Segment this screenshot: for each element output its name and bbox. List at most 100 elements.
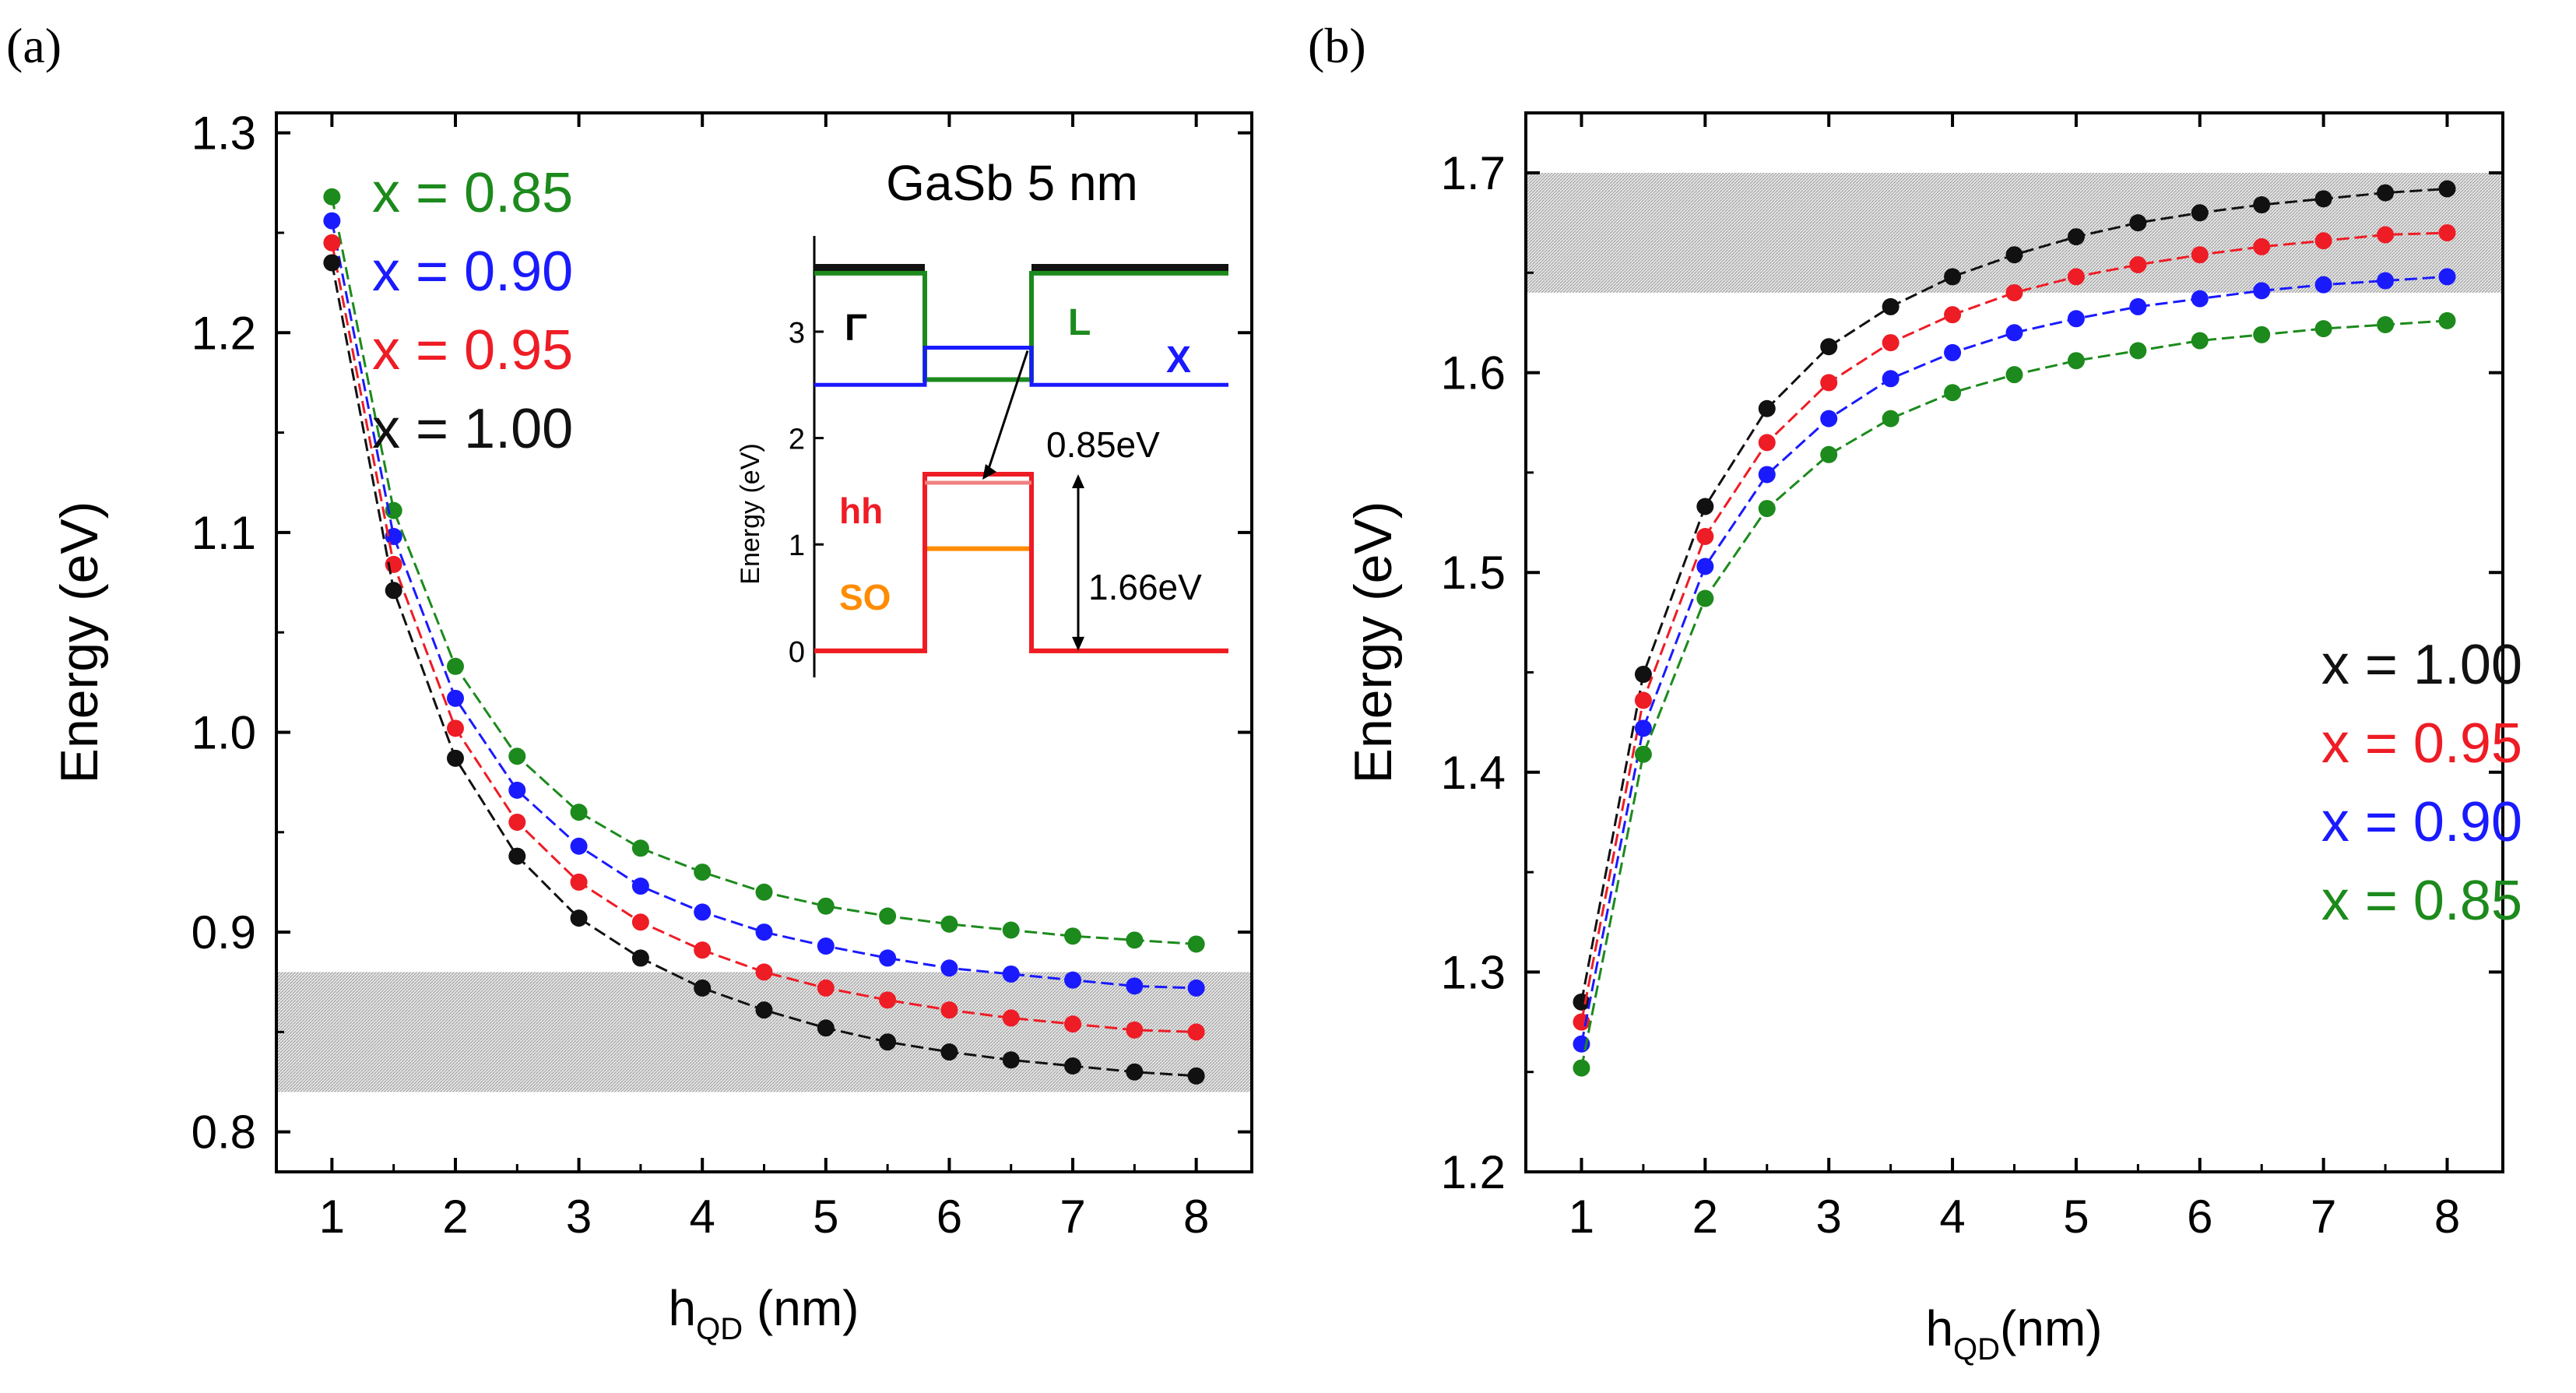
data-point-a-red: [508, 813, 526, 831]
data-point-b-black: [1634, 666, 1652, 684]
y-tick-label-b: 1.5: [1441, 547, 1506, 599]
x-axis-label-b-sub: QD: [1953, 1332, 2000, 1367]
data-point-a-black: [694, 979, 712, 997]
inset-hh-band: [814, 472, 1228, 653]
data-point-b-green: [1696, 589, 1714, 607]
data-point-a-black: [879, 1033, 897, 1051]
inset-y-axis-label: Energy (eV): [736, 443, 765, 584]
x-tick-label-b: 5: [2063, 1191, 2089, 1243]
x-tick-label-b: 3: [1816, 1191, 1842, 1243]
data-point-b-black: [1696, 498, 1714, 515]
data-point-a-blue: [570, 837, 588, 855]
data-point-b-red: [1820, 374, 1838, 392]
data-point-b-blue: [1634, 719, 1652, 737]
y-axis-b: 1.2 1.3 1.4 1.5 1.6 1.7: [1441, 147, 2503, 1198]
data-point-b-red: [1944, 306, 1962, 324]
data-point-b-black: [2191, 204, 2209, 222]
inset-offset-arrowhead-top: [1072, 474, 1084, 489]
data-point-a-green: [1064, 927, 1082, 945]
y-tick-label-a: 1.1: [192, 507, 256, 559]
inset-y-axis: 0 1 2 3: [789, 236, 824, 677]
inset-l-band: [814, 270, 1228, 382]
data-point-a-green: [1126, 931, 1144, 949]
x-axis-label-b-unit: (nm): [2000, 1300, 2103, 1356]
data-point-a-black: [385, 582, 402, 600]
legend-entry-b: x = 0.95: [2321, 712, 2522, 775]
x-tick-label-b: 8: [2434, 1191, 2460, 1243]
x-tick-label-a: 5: [813, 1191, 838, 1243]
data-point-a-blue: [446, 689, 464, 707]
inset-y-tick-label: 1: [789, 529, 805, 562]
data-point-a-blue: [940, 959, 958, 977]
data-point-a-green: [940, 915, 958, 933]
inset-gap-annotation: 0.85eV: [1046, 424, 1160, 465]
x-tick-label-a: 4: [690, 1191, 715, 1243]
series-line-b-red: [1580, 231, 2448, 1022]
shaded-band-b: [1526, 172, 2503, 293]
data-point-a-black: [1002, 1051, 1020, 1069]
legend-entry-a: x = 1.00: [372, 398, 573, 460]
data-point-b-red: [1758, 434, 1776, 452]
data-point-b-blue: [1758, 466, 1776, 484]
x-tick-label-b: 1: [1569, 1191, 1594, 1243]
inset-l-label: L: [1068, 302, 1091, 343]
data-point-a-green: [570, 804, 588, 821]
data-point-b-black: [2377, 184, 2395, 202]
data-point-b-blue: [2438, 268, 2456, 286]
data-point-b-green: [2438, 311, 2456, 329]
data-point-a-blue: [385, 528, 402, 545]
inset-x-band: [814, 345, 1228, 387]
data-point-a-black: [631, 949, 649, 967]
x-tick-label-a: 8: [1183, 1191, 1209, 1243]
x-tick-label-a: 2: [442, 1191, 468, 1243]
inset-transition-arrow: [986, 350, 1029, 474]
data-point-b-green: [2067, 352, 2085, 370]
y-axis-a: 0.8 0.9 1.0 1.1 1.2 1.3: [192, 107, 1252, 1159]
y-tick-label-a: 1.3: [192, 107, 256, 160]
data-point-a-black: [817, 1019, 835, 1037]
data-point-a-blue: [1064, 971, 1082, 989]
data-point-a-black: [1187, 1067, 1205, 1085]
data-point-a-green: [446, 657, 464, 675]
data-point-a-green: [817, 897, 835, 915]
data-point-b-red: [2253, 237, 2271, 255]
data-point-a-black: [508, 847, 526, 865]
data-point-a-red: [940, 1001, 958, 1019]
y-tick-label-a: 0.9: [192, 906, 256, 959]
data-point-b-green: [2129, 342, 2147, 360]
data-point-a-blue: [1002, 965, 1020, 983]
inset-band-lines: [814, 263, 1228, 653]
data-point-b-black: [2314, 190, 2332, 208]
inset-gamma-label: Γ: [845, 308, 867, 349]
data-point-b-green: [2253, 325, 2271, 343]
panel-a-label: (a): [6, 18, 62, 73]
x-tick-label-b: 6: [2187, 1191, 2212, 1243]
panel-b-label: (b): [1308, 18, 1366, 73]
data-point-a-blue: [631, 878, 649, 895]
data-point-b-green: [1882, 410, 1899, 427]
data-point-a-red: [755, 963, 773, 981]
x-axis-label-a: hQD (nm): [669, 1280, 859, 1346]
panel-a: (a) 0.8 0.9 1.0 1.1 1.2 1.3 1 2 3 4 5 6 7 8 Energy (…: [6, 18, 1253, 1346]
data-point-b-green: [1573, 1059, 1590, 1077]
legend-a: x = 0.85 x = 0.90 x = 0.95 x = 1.00: [372, 162, 573, 460]
inset-y-tick-label: 2: [789, 424, 805, 456]
data-point-b-red: [2067, 268, 2085, 286]
x-axis-label-b: hQD(nm): [1925, 1300, 2102, 1367]
y-tick-label-b: 1.2: [1441, 1146, 1506, 1198]
data-point-b-blue: [1944, 343, 1962, 361]
data-point-b-black: [1944, 268, 1962, 286]
y-tick-label-b: 1.6: [1441, 347, 1506, 399]
legend-b: x = 1.00 x = 0.95 x = 0.90 x = 0.85: [2321, 634, 2522, 932]
legend-entry-b: x = 0.90: [2321, 791, 2522, 853]
data-point-a-green: [323, 188, 341, 206]
data-point-b-black: [1820, 338, 1838, 356]
data-point-a-green: [508, 748, 526, 765]
inset-band-diagram: GaSb 5 nm Energy (eV) 0 1 2 3 Γ L X hh SO 0…: [736, 155, 1228, 677]
data-point-a-black: [323, 254, 341, 272]
data-point-b-red: [2129, 256, 2147, 274]
data-point-b-blue: [2005, 324, 2023, 342]
inset-title: GaSb 5 nm: [886, 155, 1138, 211]
